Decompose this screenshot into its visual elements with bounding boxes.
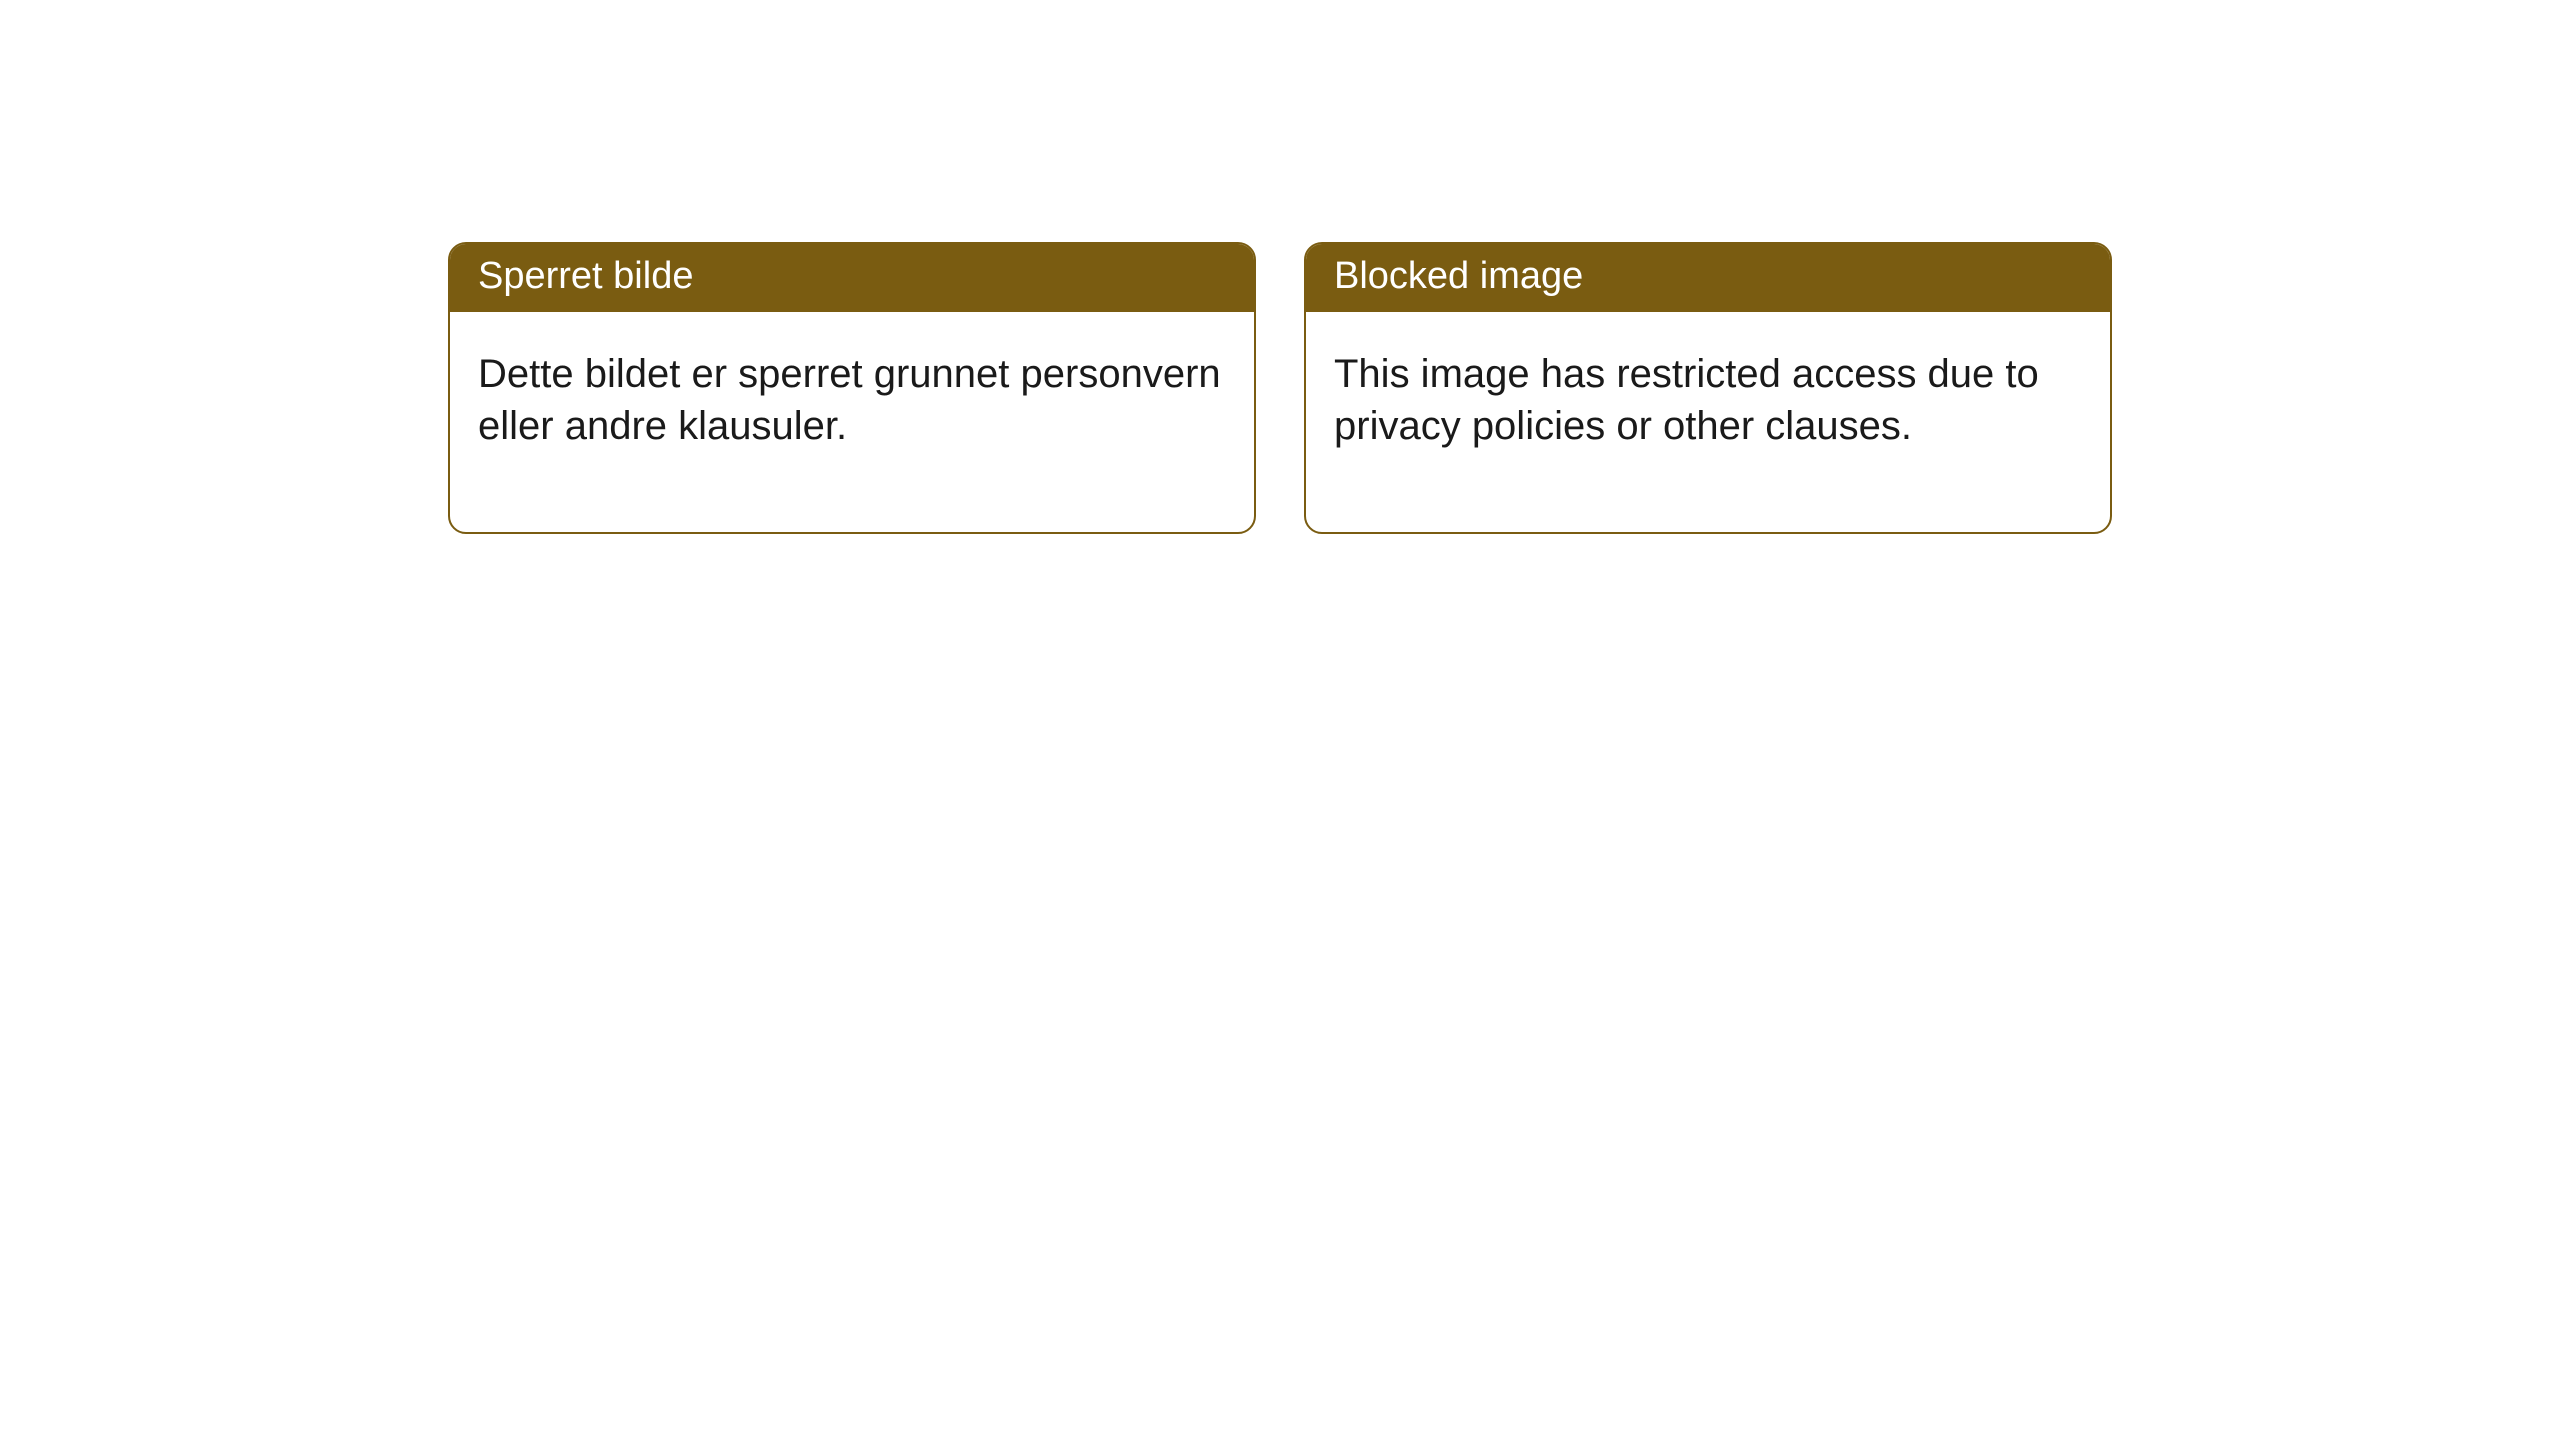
notice-card-en: Blocked image This image has restricted … [1304, 242, 2112, 534]
notice-title-no: Sperret bilde [450, 244, 1254, 312]
notice-container: Sperret bilde Dette bildet er sperret gr… [0, 0, 2560, 534]
notice-card-no: Sperret bilde Dette bildet er sperret gr… [448, 242, 1256, 534]
notice-body-en: This image has restricted access due to … [1306, 312, 2110, 532]
notice-body-no: Dette bildet er sperret grunnet personve… [450, 312, 1254, 532]
notice-title-en: Blocked image [1306, 244, 2110, 312]
